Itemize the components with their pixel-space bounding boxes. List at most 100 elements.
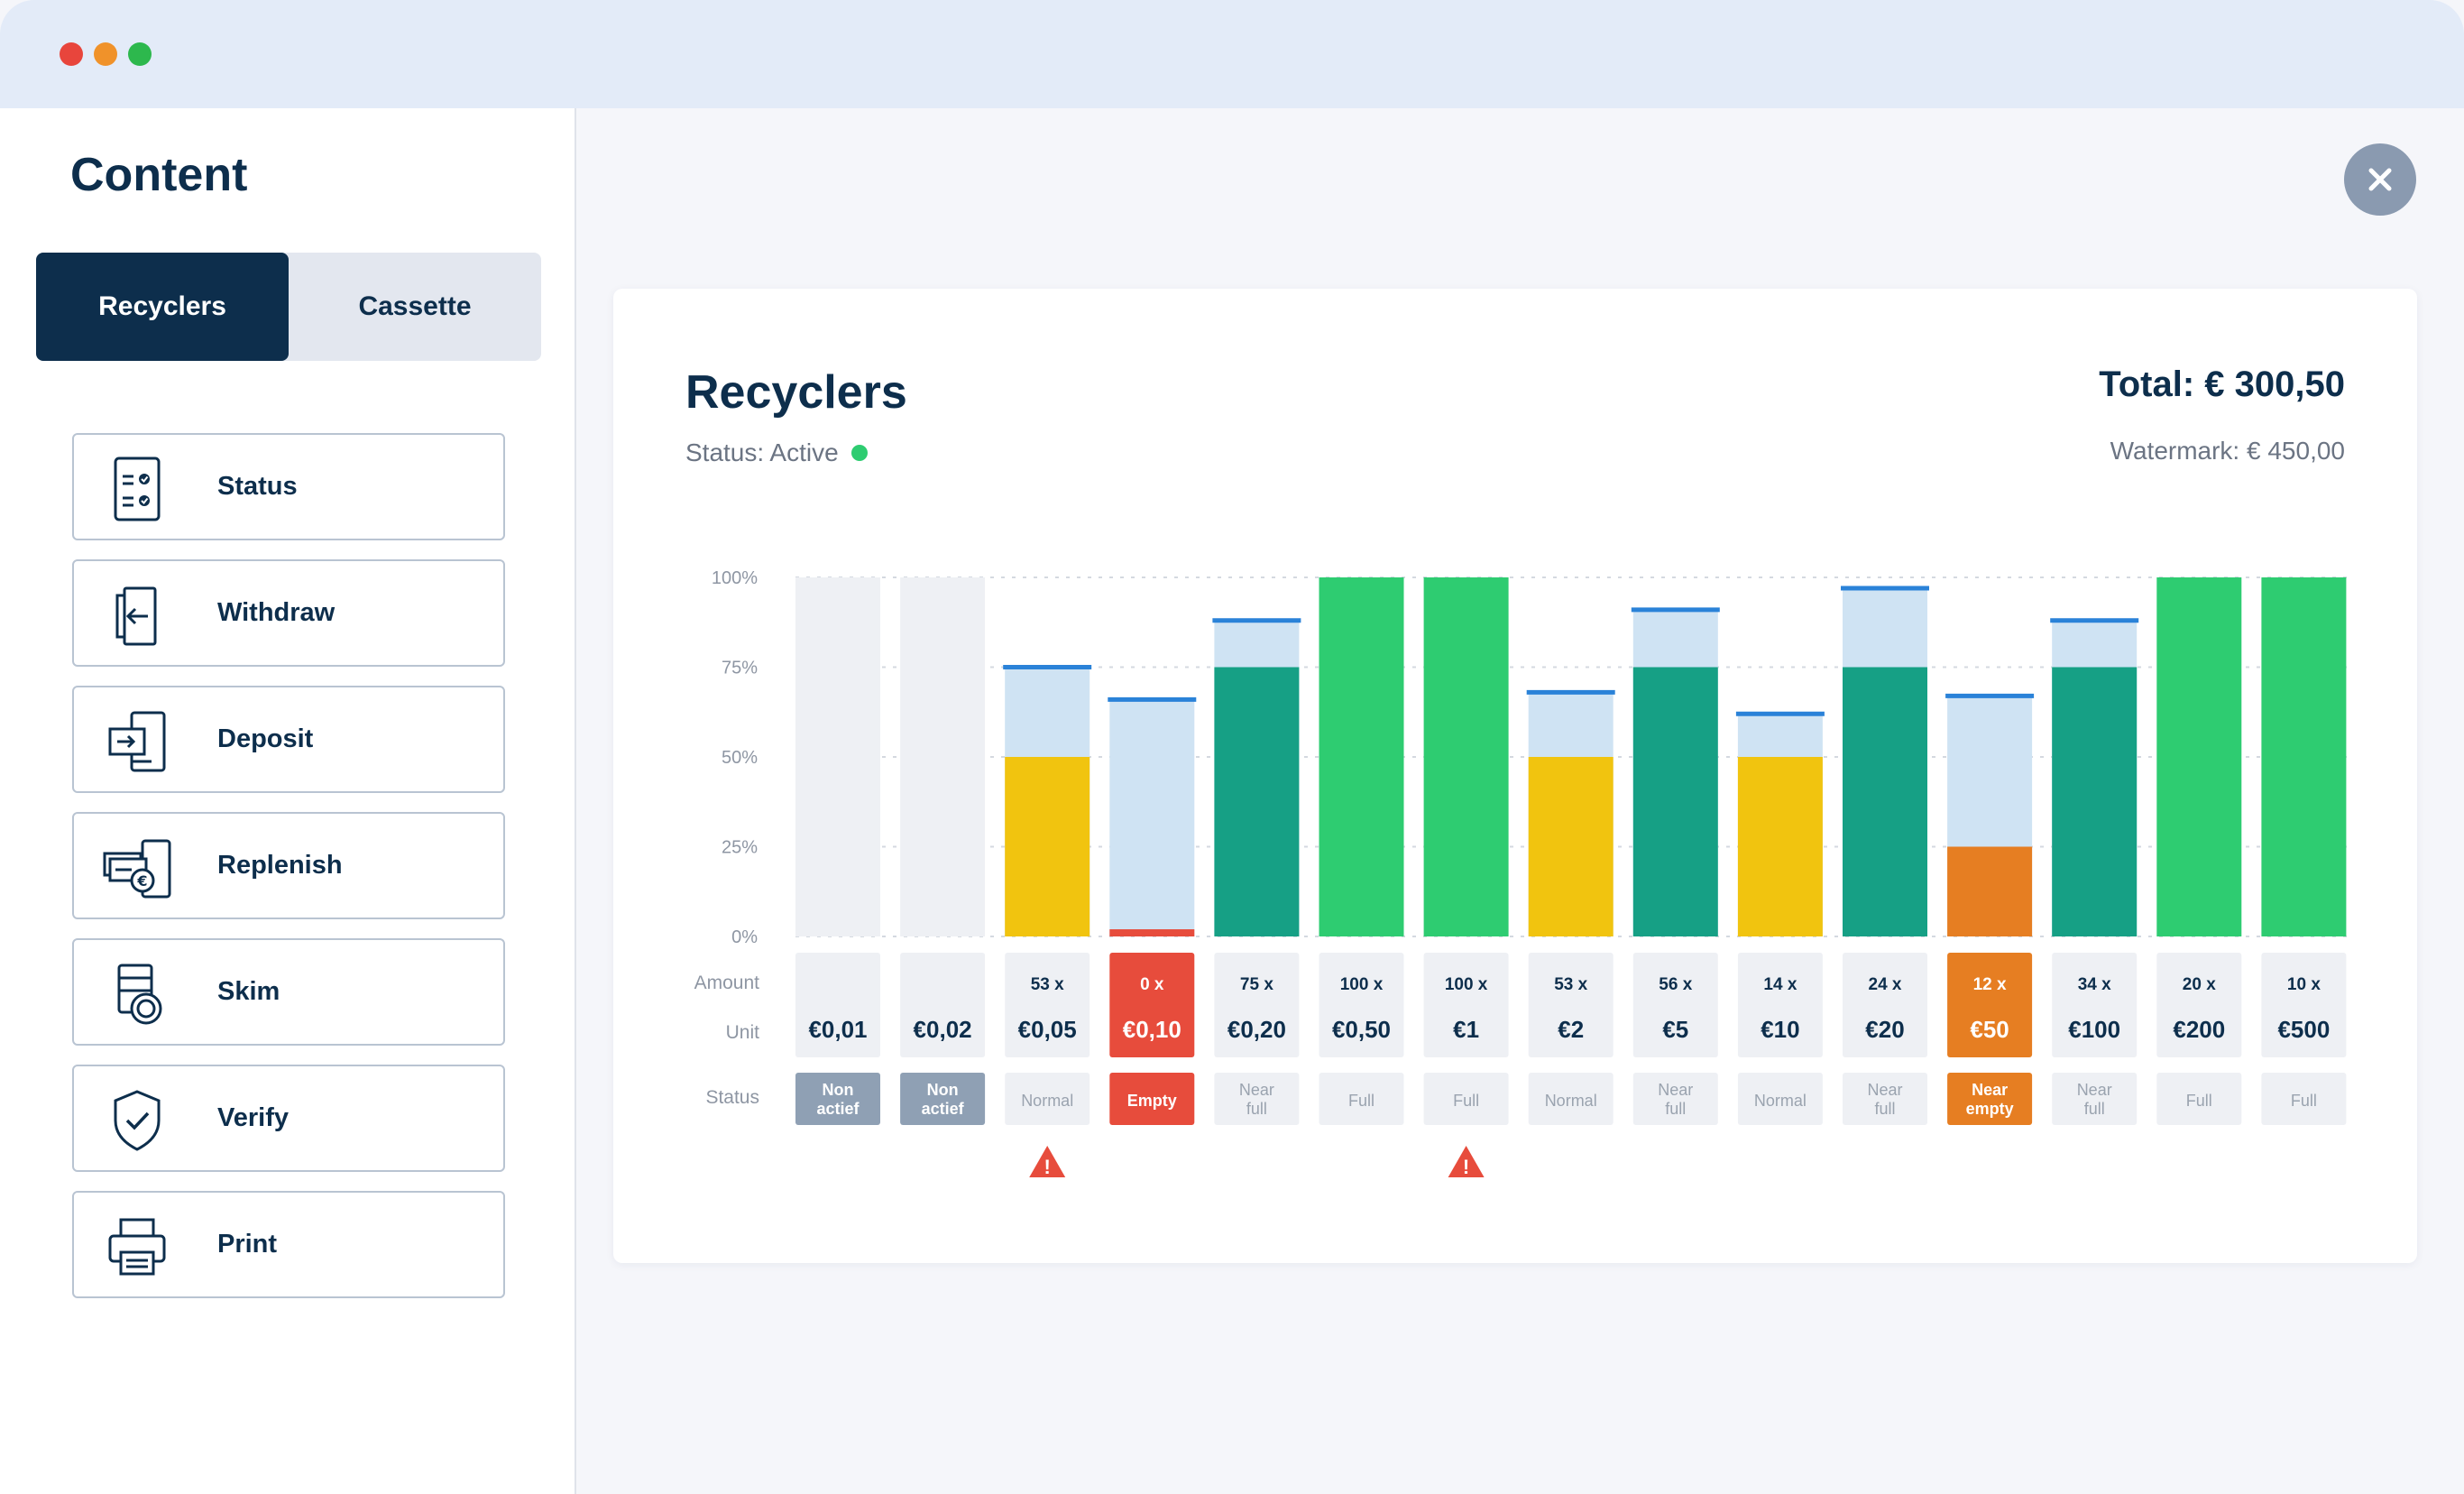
menu-item-deposit[interactable]: Deposit — [72, 686, 505, 793]
status-label: Empty — [1127, 1092, 1177, 1110]
menu-item-label: Deposit — [217, 724, 314, 753]
sidebar-title: Content — [70, 149, 248, 201]
status-label: Full — [1453, 1092, 1479, 1110]
status-cell — [1109, 1073, 1195, 1125]
menu-item-skim[interactable]: Skim — [72, 938, 505, 1046]
close-window-dot[interactable] — [60, 42, 83, 66]
unit-cell — [1947, 953, 2033, 1057]
status-cell — [795, 1073, 880, 1125]
bar-fill — [1632, 667, 1718, 936]
amount-label: 56 x — [1659, 975, 1692, 994]
amount-label: 53 x — [1031, 975, 1064, 994]
menu-item-label: Print — [217, 1230, 278, 1259]
bar-capacity — [795, 577, 880, 936]
unit-label: €5 — [1662, 1016, 1688, 1043]
unit-cell — [795, 953, 880, 1057]
warning-mark: ! — [1463, 1156, 1469, 1178]
bar-fill — [1528, 757, 1614, 936]
maximize-window-dot[interactable] — [128, 42, 152, 66]
unit-label: €2 — [1558, 1016, 1584, 1043]
status-text: Status: Active — [685, 438, 839, 466]
minimize-window-dot[interactable] — [94, 42, 117, 66]
status-line: Status: Active — [685, 438, 868, 467]
status-cell — [1423, 1073, 1509, 1125]
bar-fill — [1109, 929, 1195, 936]
unit-cell — [1737, 953, 1823, 1057]
unit-label: €0,50 — [1332, 1016, 1391, 1043]
close-button[interactable] — [2344, 143, 2416, 216]
bar-fill — [1005, 757, 1090, 936]
amount-label: 14 x — [1763, 975, 1797, 994]
bar-capacity — [1109, 699, 1195, 936]
unit-cell — [2052, 953, 2138, 1057]
status-label: Full — [1348, 1092, 1375, 1110]
status-cell — [2156, 1073, 2242, 1125]
unit-label: €0,01 — [808, 1016, 867, 1043]
unit-label: €0,10 — [1123, 1016, 1181, 1043]
unit-label: €0,02 — [914, 1016, 972, 1043]
unit-cell — [1109, 953, 1195, 1057]
watermark-amount: Watermark: € 450,00 — [2110, 437, 2345, 465]
deposit-icon — [108, 711, 166, 772]
y-tick-label: 0% — [731, 927, 758, 947]
status-label: Non actief — [816, 1081, 860, 1118]
status-cell — [1319, 1073, 1404, 1125]
unit-cell — [1528, 953, 1614, 1057]
unit-label: €500 — [2277, 1016, 2330, 1043]
menu-item-print[interactable]: Print — [72, 1191, 505, 1298]
status-active-dot — [850, 445, 868, 461]
status-label: Near full — [1658, 1081, 1693, 1118]
bar-fill — [1947, 846, 2033, 936]
amount-label: 100 x — [1445, 975, 1488, 994]
unit-label: €0,05 — [1018, 1016, 1077, 1043]
menu-item-label: Replenish — [217, 851, 343, 880]
status-label: Full — [2186, 1092, 2212, 1110]
total-amount: Total: € 300,50 — [2099, 364, 2345, 404]
unit-label: €100 — [2068, 1016, 2120, 1043]
bar-fill — [1843, 667, 1927, 936]
menu-item-label: Verify — [217, 1103, 289, 1132]
unit-label: €50 — [1970, 1016, 2009, 1043]
warning-mark: ! — [1044, 1156, 1051, 1178]
status-label: Full — [2291, 1092, 2317, 1110]
status-cell — [1632, 1073, 1718, 1125]
unit-cell — [900, 953, 986, 1057]
bar-fill — [2156, 577, 2242, 936]
menu-item-withdraw[interactable]: Withdraw — [72, 559, 505, 667]
amount-label: 10 x — [2287, 975, 2321, 994]
amount-label: 53 x — [1554, 975, 1587, 994]
amount-label: 20 x — [2183, 975, 2216, 994]
tab-recyclers[interactable]: Recyclers — [36, 253, 289, 361]
svg-text:€: € — [136, 872, 147, 890]
y-tick-label: 100% — [712, 568, 758, 588]
checklist-icon — [114, 456, 161, 521]
tab-cassette[interactable]: Cassette — [358, 291, 472, 321]
status-label: Normal — [1545, 1092, 1597, 1110]
status-label: Normal — [1754, 1092, 1807, 1110]
replenish-icon: € — [103, 839, 171, 899]
tab-switcher: Recyclers Cassette — [36, 253, 541, 361]
menu-item-label: Withdraw — [217, 598, 336, 627]
bar-capacity — [900, 577, 986, 936]
status-label: Near full — [1239, 1081, 1274, 1118]
menu-item-replenish[interactable]: € Replenish — [72, 812, 505, 919]
recyclers-card: Recyclers Status: Active Total: € 300,50… — [613, 289, 2417, 1263]
menu-item-verify[interactable]: Verify — [72, 1065, 505, 1172]
status-cell — [1947, 1073, 2033, 1125]
y-tick-label: 50% — [722, 748, 758, 768]
unit-cell — [1319, 953, 1404, 1057]
status-cell — [1737, 1073, 1823, 1125]
bar-fill — [1214, 667, 1300, 936]
status-label: Near empty — [1966, 1081, 2014, 1118]
status-cell — [1005, 1073, 1090, 1125]
unit-cell — [1843, 953, 1927, 1057]
amount-label: 12 x — [1973, 975, 2007, 994]
menu-item-status[interactable]: Status — [72, 433, 505, 540]
unit-label: €20 — [1865, 1016, 1904, 1043]
amount-label: 24 x — [1869, 975, 1902, 994]
unit-cell — [2261, 953, 2347, 1057]
bar-fill — [1423, 577, 1509, 936]
status-cell — [1528, 1073, 1614, 1125]
unit-cell — [1632, 953, 1718, 1057]
status-cell — [2052, 1073, 2138, 1125]
